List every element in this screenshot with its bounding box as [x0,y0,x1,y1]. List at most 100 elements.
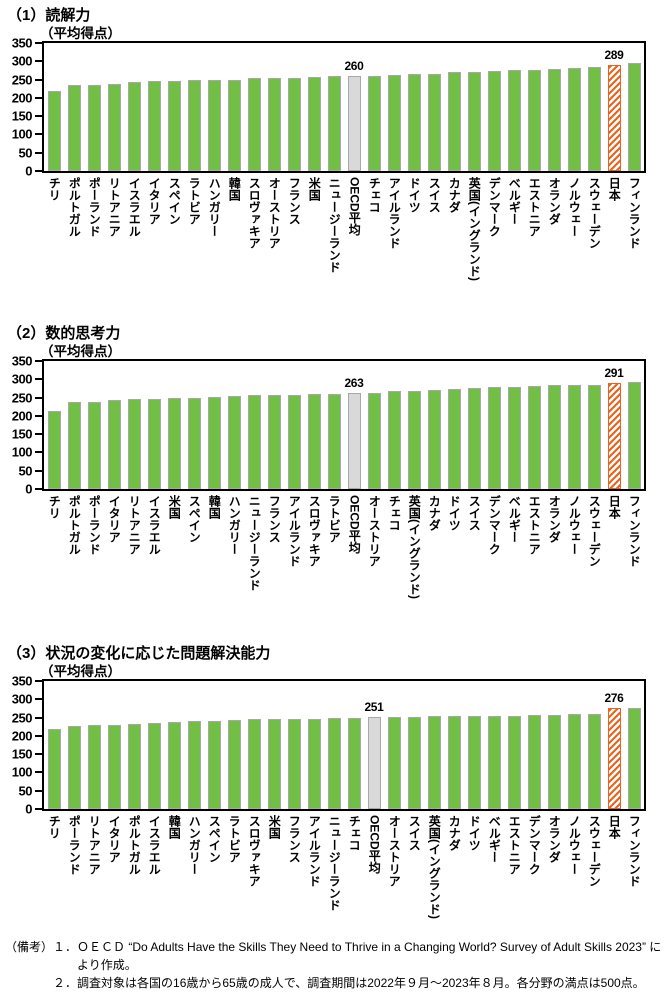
x-axis-category-label: 韓国 [167,815,182,839]
y-tick-mark [35,771,42,774]
bar-slot [164,681,184,809]
x-label-slot: スウェーデン [584,495,604,599]
bar-slot [224,43,244,171]
bar [207,396,221,489]
x-axis-category-label: 日本 [607,815,622,839]
x-axis-category-label: アイルランド [287,495,302,567]
bar-slot [384,681,404,809]
bar [447,716,461,809]
bar-slot [324,43,344,171]
x-label-slot: ポルトガル [64,495,84,599]
y-tick-label: 200 [11,728,33,744]
x-axis-category-label: イスラエル [147,815,162,875]
x-axis-category-label: スペイン [187,495,202,543]
bar-slot [504,43,524,171]
bar-value-label: 251 [364,700,384,715]
y-tick-mark [35,789,42,792]
bar [627,62,641,171]
bar-japan [607,708,621,809]
bar-slot [104,43,124,171]
x-axis-category-label: ハンガリー [187,815,202,875]
x-label-slot: ベルギー [504,495,524,599]
y-tick-mark [35,414,42,417]
bar-slot [424,681,444,809]
footnote-item: ２． 調査対象は各国の16歳から65歳の成人で、調査期間は2022年９月～202… [53,974,665,992]
y-tick-mark [35,360,42,362]
x-label-slot: スペイン [204,815,224,919]
bar-slot [624,43,644,171]
x-label-slot: ラトビア [324,495,344,599]
x-axis-category-label: チリ [47,495,62,519]
x-axis-category-label: リトアニア [107,177,122,237]
x-label-slot: 英国(イングランド) [404,495,424,599]
x-axis-category-label: デンマーク [487,177,502,237]
bar-slot [524,361,544,489]
bar [207,79,221,171]
x-label-slot: フランス [284,177,304,281]
x-label-slot: ラトビア [184,177,204,281]
bar-slot [344,361,364,489]
bar [107,84,121,171]
bar-slot [464,361,484,489]
bar-oecd-average [367,717,381,809]
bar-slot [244,43,264,171]
x-label-slot: アイルランド [284,495,304,599]
footnote-number: １． [53,940,78,954]
y-tick-label: 200 [11,408,33,424]
bar-slot [364,43,384,171]
bar-slot [424,43,444,171]
x-axis-category-label: ラトビア [187,177,202,225]
x-label-slot: ドイツ [444,495,464,599]
x-axis-category-label: オーストリア [367,495,382,567]
bar [547,385,561,489]
bar-slot [364,361,384,489]
x-label-slot: カナダ [424,495,444,599]
x-label-slot: スロヴァキア [244,177,264,281]
y-tick-mark [35,78,42,81]
x-axis-category-label: ドイツ [407,177,422,213]
x-axis-category-label: スイス [427,177,442,213]
x-label-slot: カナダ [444,177,464,281]
y-tick-label: 100 [11,764,33,780]
x-axis-category-label: フィンランド [627,495,642,567]
x-label-slot: スペイン [184,495,204,599]
bar-slot [264,43,284,171]
bar-slot [124,43,144,171]
footnote-number: ２． [53,976,78,990]
x-label-slot: リトアニア [104,177,124,281]
bar [67,726,81,809]
x-label-slot: フィンランド [624,495,644,599]
x-axis-category-label: ニュージーランド [247,495,262,591]
bar [487,715,501,809]
x-label-slot: 韓国 [164,815,184,919]
x-axis-category-label: デンマーク [487,495,502,555]
bar [327,75,341,171]
footnote-row: （備考） １． ＯＥＣＤ “Do Adults Have the Skills … [5,938,665,992]
y-tick-label: 50 [18,783,33,799]
x-label-slot: リトアニア [124,495,144,599]
x-axis-category-label: フランス [287,177,302,225]
y-tick-mark [35,133,42,136]
bar-slot [224,361,244,489]
x-axis-category-label: ノルウェー [567,495,582,555]
bar-slot [464,681,484,809]
bar [407,73,421,171]
bar [507,715,521,809]
y-tick-mark [35,716,42,719]
y-tick-mark [35,170,42,172]
x-label-slot: アイルランド [304,815,324,919]
bar-slot [284,681,304,809]
x-label-slot: スイス [424,177,444,281]
x-axis-category-label: ポーランド [87,177,102,237]
x-axis-category-label: ベルギー [487,815,502,863]
chart-title: （3）状況の変化に応じた問題解決能力 [7,645,271,662]
x-axis-category-label: 米国 [267,815,282,839]
x-label-slot: フランス [264,495,284,599]
x-label-slot: スウェーデン [584,177,604,281]
x-axis-category-label: 米国 [167,495,182,519]
bar [527,70,541,171]
x-label-slot: エストニア [524,495,544,599]
bar-slot [64,681,84,809]
bar-slot [444,681,464,809]
bar-slot [424,361,444,489]
